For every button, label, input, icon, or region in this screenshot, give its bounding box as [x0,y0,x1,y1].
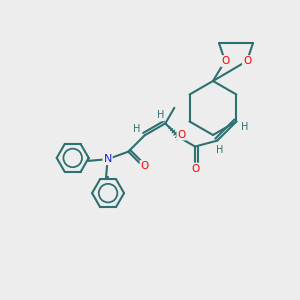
Text: O: O [221,56,229,66]
Text: H: H [216,145,223,154]
Text: O: O [177,130,186,140]
Text: O: O [243,56,251,66]
Text: O: O [191,164,199,173]
Text: N: N [103,154,112,164]
Text: H: H [241,122,248,131]
Text: H: H [157,110,164,120]
Text: O: O [140,161,149,171]
Text: H: H [133,124,140,134]
